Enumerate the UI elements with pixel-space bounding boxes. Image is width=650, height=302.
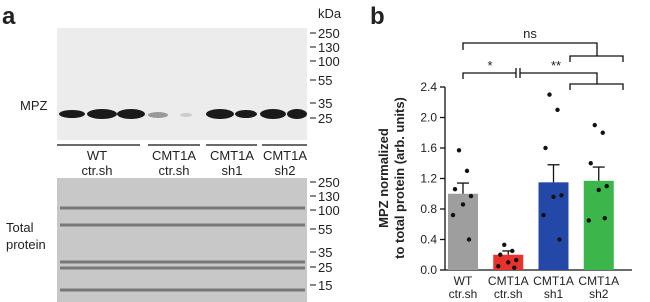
data-point bbox=[466, 237, 472, 242]
marker-label: 55 bbox=[318, 222, 332, 237]
data-point bbox=[502, 242, 507, 248]
group-label: sh1 bbox=[222, 163, 243, 178]
data-point bbox=[541, 212, 546, 218]
data-point bbox=[547, 92, 552, 97]
data-point bbox=[468, 193, 474, 199]
x-tick-label: ctr.sh bbox=[494, 287, 523, 301]
x-tick-label: ctr.sh bbox=[449, 287, 478, 301]
marker-label: 100 bbox=[318, 203, 340, 218]
data-point bbox=[602, 215, 607, 221]
x-tick-label: sh2 bbox=[589, 287, 609, 301]
data-point bbox=[592, 122, 597, 128]
panel-label: a bbox=[2, 3, 16, 30]
data-point bbox=[514, 257, 519, 263]
annotation: ns bbox=[523, 26, 537, 41]
data-point bbox=[586, 218, 591, 223]
data-point bbox=[460, 202, 466, 207]
group-label: WT bbox=[87, 148, 107, 163]
data-point bbox=[498, 252, 503, 257]
annotation: * bbox=[487, 58, 492, 73]
data-point bbox=[510, 248, 515, 254]
y-axis-label: MPZ normalized bbox=[376, 128, 391, 228]
data-point bbox=[464, 168, 470, 174]
data-point bbox=[506, 260, 511, 265]
blot-label: protein bbox=[6, 237, 46, 252]
x-tick-label: CMT1A bbox=[488, 274, 529, 288]
marker-label: 35 bbox=[318, 245, 332, 260]
y-tick-label: 2.0 bbox=[420, 111, 437, 125]
x-tick-label: CMT1A bbox=[533, 274, 574, 288]
x-tick-label: WT bbox=[454, 274, 473, 288]
x-tick-label: sh1 bbox=[544, 287, 564, 301]
bar bbox=[583, 180, 614, 270]
y-tick-label: 0.8 bbox=[420, 202, 437, 216]
data-point bbox=[555, 107, 560, 113]
group-label: CMT1A bbox=[152, 148, 196, 163]
data-point bbox=[559, 193, 564, 198]
data-point bbox=[600, 130, 605, 135]
marker-label: 250 bbox=[318, 175, 340, 190]
blot-label: MPZ bbox=[20, 98, 48, 113]
y-tick-label: 1.6 bbox=[420, 141, 437, 155]
group-label: ctr.sh bbox=[81, 163, 112, 178]
data-point bbox=[512, 265, 517, 270]
data-point bbox=[496, 263, 501, 269]
data-point bbox=[604, 183, 609, 189]
group-label: CMT1A bbox=[263, 148, 307, 163]
y-axis-label: to total protein (arb. units) bbox=[392, 97, 407, 259]
marker-label: 15 bbox=[318, 278, 332, 293]
group-label: sh2 bbox=[275, 163, 296, 178]
marker-label: 130 bbox=[318, 40, 340, 55]
unit-label: kDa bbox=[318, 6, 342, 21]
y-tick-label: 0.4 bbox=[420, 233, 437, 247]
data-point bbox=[456, 148, 462, 153]
blot-bands bbox=[60, 206, 305, 292]
blot-label: Total bbox=[6, 220, 34, 235]
data-point bbox=[557, 237, 562, 242]
blot-bands bbox=[59, 109, 307, 119]
marker-label: 100 bbox=[318, 54, 340, 69]
marker-label: 55 bbox=[318, 73, 332, 88]
blot-image bbox=[57, 178, 307, 302]
blot-image bbox=[57, 28, 307, 140]
data-point bbox=[543, 145, 548, 151]
data-point bbox=[450, 212, 456, 218]
x-tick-label: CMT1A bbox=[578, 274, 619, 288]
data-point bbox=[452, 186, 458, 192]
significance-brackets bbox=[462, 42, 624, 90]
marker-label: 35 bbox=[318, 96, 332, 111]
marker-label: 25 bbox=[318, 111, 332, 126]
data-point bbox=[588, 161, 593, 166]
marker-label: 25 bbox=[318, 260, 332, 275]
annotation: ** bbox=[551, 58, 561, 73]
panel-label: b bbox=[370, 3, 385, 30]
data-point bbox=[551, 194, 556, 199]
data-point bbox=[596, 187, 601, 193]
y-tick-label: 2.4 bbox=[420, 80, 437, 94]
marker-label: 130 bbox=[318, 189, 340, 204]
group-label: ctr.sh bbox=[158, 163, 189, 178]
y-tick-label: 1.2 bbox=[420, 172, 437, 186]
marker-label: 250 bbox=[318, 26, 340, 41]
y-tick-label: 0.0 bbox=[420, 263, 437, 277]
group-label: CMT1A bbox=[210, 148, 254, 163]
